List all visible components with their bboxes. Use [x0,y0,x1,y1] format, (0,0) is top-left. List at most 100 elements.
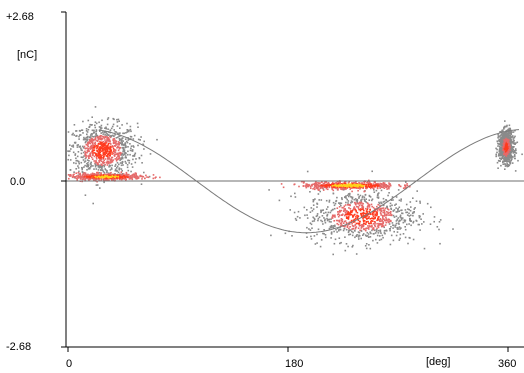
scatter-point [117,136,119,139]
scatter-point [137,126,139,128]
scatter-point [502,142,504,145]
scatter-point [78,175,80,178]
scatter-point [409,209,412,212]
scatter-point [339,202,341,204]
scatter-point [500,153,503,155]
scatter-point [119,138,121,140]
scatter-point [89,123,91,126]
scatter-point [510,136,513,138]
scatter-point [111,145,114,147]
scatter-point [102,140,105,143]
scatter-point [375,189,378,192]
scatter-point [341,218,344,221]
scatter-point [502,132,504,135]
scatter-point [97,142,100,145]
scatter-point [512,146,515,148]
scatter-point [121,139,123,141]
scatter-point [414,207,416,209]
scatter-point [121,173,124,175]
scatter-point [499,150,502,152]
scatter-point [334,224,336,227]
scatter-point [118,155,120,158]
scatter-point [509,128,512,131]
scatter-point [100,173,102,176]
scatter-point [405,211,407,214]
scatter-point [93,160,95,162]
scatter-point [107,160,110,163]
scatter-point [515,149,517,152]
scatter-point [395,207,397,209]
scatter-point [98,159,100,162]
scatter-point [334,225,336,228]
scatter-point [506,162,508,165]
scatter-point [322,223,324,225]
scatter-point [330,227,332,229]
cluster-4 [495,120,523,172]
scatter-point [356,201,358,203]
scatter-point [305,183,307,185]
scatter-point [79,134,81,136]
scatter-point [382,236,384,239]
scatter-point [330,224,333,227]
scatter-point [75,172,77,174]
scatter-point [118,168,120,171]
scatter-point [327,206,329,208]
scatter-point [362,211,365,214]
scatter-point [92,177,95,180]
scatter-point [126,122,128,125]
scatter-point [408,212,410,215]
scatter-point [294,192,296,195]
scatter-point [363,209,365,212]
scatter-point [345,201,347,204]
scatter-point [388,182,390,184]
scatter-point [123,148,125,150]
scatter-point [305,184,308,186]
scatter-point [105,177,107,180]
scatter-point [517,159,519,162]
scatter-point [382,186,384,189]
scatter-point [113,129,115,131]
scatter-point [369,213,372,216]
scatter-point [106,123,109,126]
scatter-point [112,138,115,140]
scatter-point [113,177,116,180]
scatter-point [90,134,92,136]
scatter-point [101,138,104,140]
scatter-point [365,201,367,203]
scatter-point [90,163,92,166]
scatter-point [360,237,362,240]
scatter-point [115,137,118,139]
scatter-point [89,140,92,143]
scatter-point [317,219,319,222]
scatter-point [94,141,96,144]
scatter-point [357,193,359,196]
scatter-point [86,147,88,149]
scatter-point [105,155,108,157]
scatter-point [342,182,345,184]
scatter-point [331,216,334,218]
scatter-point [383,200,386,203]
scatter-point [354,236,356,239]
scatter-point [368,225,371,227]
cluster-3 [280,179,411,193]
scatter-point [382,182,385,185]
scatter-point [383,230,386,232]
scatter-point [80,152,83,155]
scatter-point [383,211,386,214]
scatter-point [87,119,90,122]
scatter-point [85,177,87,180]
scatter-point [502,130,504,132]
scatter-point [500,158,502,161]
scatter-point [508,143,510,146]
scatter-point [502,133,505,136]
scatter-point [87,162,89,164]
scatter-point [115,177,117,179]
scatter-point [94,146,96,148]
scatter-point [367,228,370,230]
scatter-point [369,247,372,250]
scatter-point [125,132,127,134]
scatter-point [521,153,523,156]
scatter-point [350,196,352,198]
scatter-point [69,174,72,176]
scatter-point [362,217,364,220]
